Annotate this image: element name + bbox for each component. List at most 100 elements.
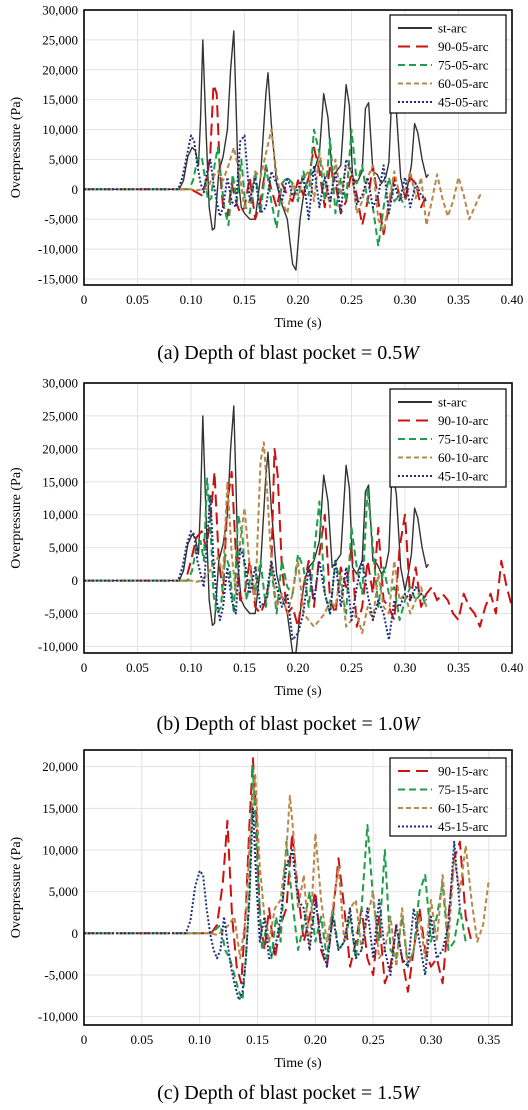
y-axis-label: Overpressure (Pa) xyxy=(9,96,24,198)
x-tick-label: 0.25 xyxy=(340,292,363,307)
y-tick-label: 5,000 xyxy=(49,884,78,899)
y-tick-label: 25,000 xyxy=(42,408,78,423)
y-tick-label: 30,000 xyxy=(42,376,78,391)
x-axis-label: Time (s) xyxy=(274,1056,322,1071)
legend-label-45-10-arc: 45-10-arc xyxy=(438,469,489,484)
legend-label-60-05-arc: 60-05-arc xyxy=(438,76,489,91)
y-tick-label: 10,000 xyxy=(42,507,78,522)
series-line-75-15-arc xyxy=(84,765,467,1001)
caption-text: (c) Depth of blast pocket = 1.5 xyxy=(157,1082,402,1104)
y-tick-label: 15,000 xyxy=(42,474,78,489)
chart-panel-2: 0 0.05 0.10 0.15 0.20 0.25 0.30 0.35 0.40 -10,000… xyxy=(9,376,523,736)
y-tick-label: -10,000 xyxy=(38,242,78,257)
x-tick-label: 0.30 xyxy=(420,1032,443,1047)
legend-label-90-10-arc: 90-10-arc xyxy=(438,413,489,428)
x-tick-label: 0.05 xyxy=(126,292,149,307)
chart-panel-3: 0 0.05 0.10 0.15 0.20 0.25 0.30 0.35 -10,000 -5,0… xyxy=(9,749,513,1104)
legend-label-75-10-arc: 75-10-arc xyxy=(438,432,489,447)
legend-label-90-15-arc: 90-15-arc xyxy=(438,764,489,779)
y-tick-label: -15,000 xyxy=(38,272,78,287)
legend-label-60-10-arc: 60-10-arc xyxy=(438,450,489,465)
x-tick-label: 0 xyxy=(81,1032,88,1047)
series-group xyxy=(84,30,484,271)
x-tick-label: 0.05 xyxy=(126,660,149,675)
series-group xyxy=(84,405,512,653)
x-tick-label: 0.10 xyxy=(188,1032,211,1047)
plot-frame xyxy=(83,9,513,286)
caption-variable: W xyxy=(402,1082,421,1104)
x-tick-label: 0.25 xyxy=(362,1032,385,1047)
x-tick-label: 0.35 xyxy=(447,292,470,307)
y-tick-label: -10,000 xyxy=(38,639,78,654)
caption-variable: W xyxy=(403,713,422,735)
y-tick-label: 10,000 xyxy=(42,122,78,137)
x-tick-label: 0 xyxy=(81,660,88,675)
y-tick-label: 10,000 xyxy=(42,843,78,858)
legend-label-st-arc: st-arc xyxy=(438,21,467,36)
series-line-60-05-arc xyxy=(84,128,484,233)
x-tick-label: 0.30 xyxy=(394,292,417,307)
caption-text: (b) Depth of blast pocket = 1.0 xyxy=(157,713,403,735)
series-line-60-10-arc xyxy=(84,441,428,635)
x-tick-label: 0.40 xyxy=(501,660,524,675)
y-tick-label: 25,000 xyxy=(42,32,78,47)
y-tick-label: 5,000 xyxy=(49,540,78,555)
x-tick-label: 0.20 xyxy=(304,1032,327,1047)
x-tick-label: 0.15 xyxy=(233,660,256,675)
y-tick-label: -5,000 xyxy=(44,968,78,983)
x-axis-label: Time (s) xyxy=(274,684,322,699)
x-tick-label: 0.20 xyxy=(287,660,310,675)
series-line-st-arc xyxy=(84,405,430,653)
x-tick-label: 0.05 xyxy=(130,1032,153,1047)
plot-frame xyxy=(83,749,513,1026)
series-line-90-05-arc xyxy=(84,83,428,236)
panel-caption: (a) Depth of blast pocket = 0.5W xyxy=(157,342,421,364)
y-tick-label: 20,000 xyxy=(42,441,78,456)
x-tick-label: 0 xyxy=(81,292,88,307)
series-line-45-05-arc xyxy=(84,134,428,221)
series-group xyxy=(84,757,490,1001)
y-tick-label: 0 xyxy=(72,573,79,588)
caption-variable: W xyxy=(402,342,421,364)
x-tick-label: 0.10 xyxy=(180,292,203,307)
y-tick-label: 20,000 xyxy=(42,759,78,774)
y-axis-label: Overpressure (Pa) xyxy=(9,467,24,569)
x-tick-label: 0.10 xyxy=(180,660,203,675)
series-line-90-10-arc xyxy=(84,447,512,628)
legend: st-arc 90-10-arc 75-10-arc 60-10-arc 45-10-a… xyxy=(389,388,507,488)
x-tick-label: 0.35 xyxy=(447,660,470,675)
y-tick-label: 30,000 xyxy=(42,3,78,18)
x-axis-label: Time (s) xyxy=(274,316,322,331)
y-tick-label: 0 xyxy=(72,182,79,197)
series-line-45-15-arc xyxy=(84,807,461,1001)
y-tick-label: 15,000 xyxy=(42,92,78,107)
caption-text: (a) Depth of blast pocket = 0.5 xyxy=(157,342,402,364)
series-line-45-10-arc xyxy=(84,494,428,641)
x-tick-label: 0.15 xyxy=(233,292,256,307)
panel-caption: (b) Depth of blast pocket = 1.0W xyxy=(157,713,422,735)
plot-frame xyxy=(83,382,513,654)
y-axis-label: Overpressure (Pa) xyxy=(9,836,24,938)
y-tick-label: -5,000 xyxy=(44,606,78,621)
panel-caption: (c) Depth of blast pocket = 1.5W xyxy=(157,1082,421,1104)
series-line-75-10-arc xyxy=(84,477,428,622)
y-tick-label: -10,000 xyxy=(38,1009,78,1024)
y-tick-label: 0 xyxy=(72,926,79,941)
legend-label-75-05-arc: 75-05-arc xyxy=(438,58,489,73)
x-tick-label: 0.15 xyxy=(246,1032,269,1047)
legend-label-45-05-arc: 45-05-arc xyxy=(438,95,489,110)
y-tick-label: 5,000 xyxy=(49,152,78,167)
x-tick-label: 0.25 xyxy=(340,660,363,675)
y-tick-label: 15,000 xyxy=(42,801,78,816)
y-tick-label: 20,000 xyxy=(42,62,78,77)
legend-label-60-15-arc: 60-15-arc xyxy=(438,801,489,816)
chart-panel-1: 0 0.05 0.10 0.15 0.20 0.25 0.30 0.35 0.40 -15,000… xyxy=(9,3,523,365)
x-tick-label: 0.35 xyxy=(477,1032,500,1047)
x-tick-label: 0.20 xyxy=(287,292,310,307)
legend-label-45-15-arc: 45-15-arc xyxy=(438,819,489,834)
legend: 90-15-arc 75-15-arc 60-15-arc 45-15-arc xyxy=(389,757,507,837)
x-tick-label: 0.30 xyxy=(394,660,417,675)
legend-label-90-05-arc: 90-05-arc xyxy=(438,39,489,54)
series-line-st-arc xyxy=(84,30,430,271)
